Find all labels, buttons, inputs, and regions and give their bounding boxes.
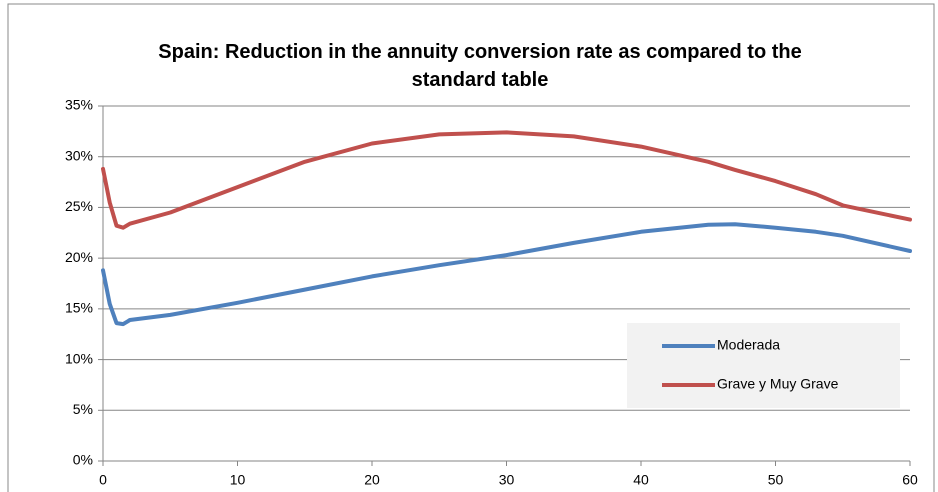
series-line xyxy=(101,130,912,230)
x-tick-label: 50 xyxy=(768,472,784,488)
y-tick-label: 20% xyxy=(65,249,93,265)
y-tick-label: 35% xyxy=(65,97,93,113)
y-tick-label: 5% xyxy=(73,401,93,417)
y-tick-label: 25% xyxy=(65,198,93,214)
x-tick-label: 60 xyxy=(902,472,918,488)
series-line xyxy=(101,222,912,327)
y-tick-label: 15% xyxy=(65,300,93,316)
x-tick-label: 30 xyxy=(499,472,515,488)
x-tick-label: 40 xyxy=(633,472,649,488)
x-tick-label: 10 xyxy=(230,472,246,488)
y-tick-label: 30% xyxy=(65,147,93,163)
x-tick-label: 20 xyxy=(364,472,380,488)
chart-title: Spain: Reduction in the annuity conversi… xyxy=(158,41,802,91)
legend-box xyxy=(627,323,900,408)
y-tick-label: 0% xyxy=(73,452,93,468)
y-tick-label: 10% xyxy=(65,350,93,366)
x-tick-label: 0 xyxy=(99,472,107,488)
legend-label: Moderada xyxy=(717,337,780,353)
legend-label: Grave y Muy Grave xyxy=(717,376,839,392)
